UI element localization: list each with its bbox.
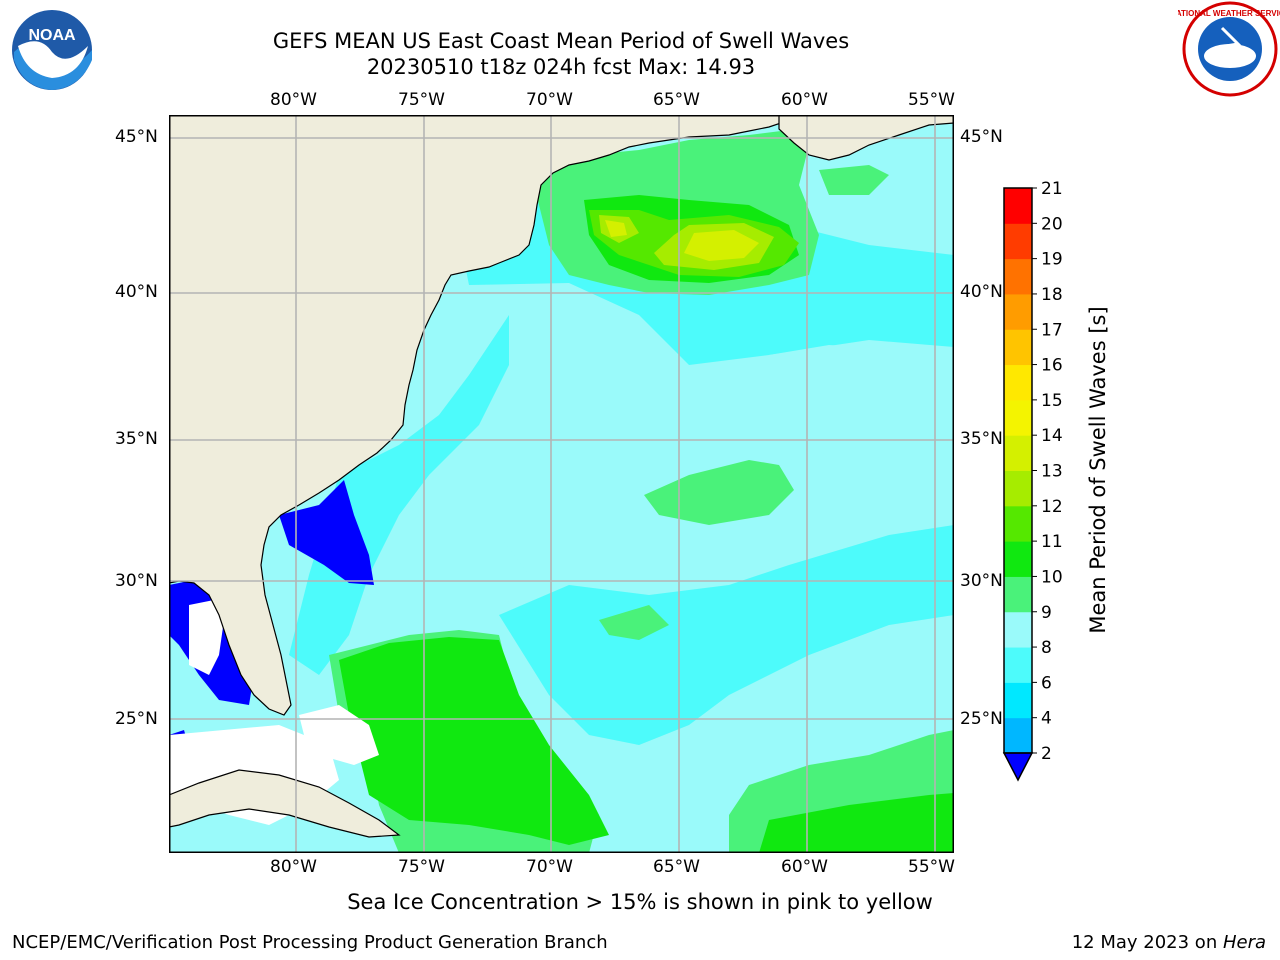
nodata-florida-west (189, 600, 224, 675)
colorbar-label: Mean Period of Swell Waves [s] (1086, 306, 1110, 633)
colorbar-bin (1004, 682, 1032, 719)
colorbar-tick-label: 9 (1041, 603, 1052, 623)
colorbar-bin (1004, 293, 1032, 330)
lon-label-top: 70°W (526, 90, 573, 110)
colorbar-tick-label: 4 (1041, 709, 1052, 729)
colorbar-tick-label: 12 (1041, 497, 1063, 517)
lon-label-bottom: 75°W (398, 857, 445, 877)
field-10s-north-east (819, 165, 889, 195)
colorbar-ticks: 2 4 6 8 9 10 11 12 13 14 15 16 17 18 19 20 21 (1032, 180, 1063, 764)
land-us (169, 115, 790, 716)
colorbar-tick-label: 2 (1041, 744, 1052, 764)
lat-label-right: 45°N (960, 127, 1003, 147)
lat-label-left: 40°N (115, 282, 158, 302)
lat-label-left: 25°N (115, 709, 158, 729)
graticule (169, 115, 954, 853)
lon-label-top: 80°W (270, 90, 317, 110)
chart-subtitle: 20230510 t18z 024h fcst Max: 14.93 (366, 55, 756, 79)
land-cuba (169, 769, 401, 838)
lon-label-bottom: 70°W (526, 857, 573, 877)
field-14s-b (605, 220, 627, 237)
colorbar-tick-label: 20 (1041, 214, 1063, 234)
field-14s (684, 230, 759, 261)
colorbar-bin (1004, 647, 1032, 683)
lon-label-bottom: 65°W (653, 857, 700, 877)
chart-title: GEFS MEAN US East Coast Mean Period of S… (272, 29, 850, 53)
lon-label-bottom: 55°W (908, 857, 955, 877)
colorbar-bin (1004, 541, 1032, 577)
colorbar-under-triangle (1002, 752, 1034, 782)
colorbar-tick-label: 17 (1041, 320, 1063, 340)
field-9s-east (769, 345, 929, 390)
lat-label-left: 35°N (115, 429, 158, 449)
field-11s-bahamas (339, 637, 609, 845)
colorbar-tick-label: 13 (1041, 462, 1063, 482)
footer-organization: NCEP/EMC/Verification Post Processing Pr… (12, 932, 608, 953)
colorbar-tick-label: 15 (1041, 391, 1063, 411)
lat-label-right: 35°N (960, 429, 1003, 449)
lat-label-right: 40°N (960, 282, 1003, 302)
nws-logo-text: NATIONAL WEATHER SERVICE (1178, 9, 1280, 18)
colorbar-bin (1004, 399, 1032, 436)
lon-label-top: 75°W (398, 90, 445, 110)
footer-date-text: 12 May 2023 on (1071, 932, 1223, 953)
field-10s-small (599, 605, 669, 640)
colorbar-tick-label: 6 (1041, 673, 1052, 693)
colorbar-bin (1004, 188, 1032, 224)
lat-label-right: 30°N (960, 571, 1003, 591)
colorbar-tick-label: 8 (1041, 638, 1052, 658)
colorbar-bin (1004, 435, 1032, 471)
lon-label-top: 55°W (908, 90, 955, 110)
lon-label-bottom: 60°W (781, 857, 828, 877)
colorbar-tick-label: 16 (1041, 356, 1063, 376)
colorbar-tick-label: 19 (1041, 250, 1063, 270)
lon-label-top: 65°W (653, 90, 700, 110)
map-frame (169, 115, 954, 853)
colorbar-bin (1004, 505, 1032, 542)
colorbar-bin (1004, 470, 1032, 507)
nws-logo: NATIONAL WEATHER SERVICE (1178, 1, 1280, 97)
field-under-2s-carolina (279, 480, 374, 585)
colorbar-tick-label: 14 (1041, 426, 1063, 446)
colorbar-bins (1002, 187, 1034, 782)
field-10s-center (644, 460, 794, 525)
sea-ice-caption: Sea Ice Concentration > 15% is shown in … (347, 890, 933, 914)
colorbar-bin (1004, 611, 1032, 648)
colorbar-bin (1004, 223, 1032, 260)
lon-label-bottom: 80°W (270, 857, 317, 877)
noaa-logo-text: NOAA (28, 27, 76, 44)
footer-date: 12 May 2023 on Hera (1072, 932, 1266, 953)
colorbar-bin (1004, 717, 1032, 754)
lat-label-left: 30°N (115, 571, 158, 591)
colorbar-tick-label: 18 (1041, 285, 1063, 305)
colorbar-tick-label: 21 (1041, 180, 1063, 199)
colorbar-tick-label: 11 (1041, 532, 1063, 552)
footer-machine: Hera (1222, 932, 1266, 953)
colorbar-bin (1004, 364, 1032, 401)
colorbar-bin (1004, 576, 1032, 613)
colorbar-bin (1004, 329, 1032, 366)
colorbar: 2 4 6 8 9 10 11 12 13 14 15 16 17 18 19 20 21 Mean Perio… (1002, 180, 1110, 782)
noaa-logo: NOAA (2, 0, 102, 100)
lon-label-top: 60°W (781, 90, 828, 110)
lat-label-right: 25°N (960, 709, 1003, 729)
colorbar-bin (1004, 258, 1032, 295)
colorbar-tick-label: 10 (1041, 567, 1063, 587)
lat-label-left: 45°N (115, 127, 158, 147)
field-8s-shelf (289, 315, 509, 675)
map (169, 115, 954, 853)
